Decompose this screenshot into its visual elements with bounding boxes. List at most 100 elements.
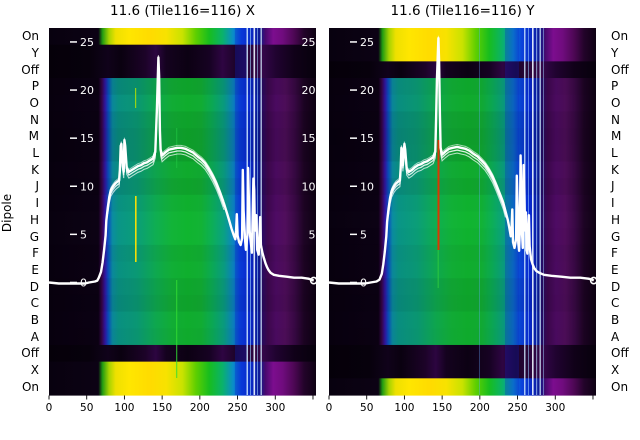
dipole-row-label-right: K <box>611 162 619 177</box>
dipole-row-label-left: C <box>30 296 39 311</box>
inner-tick-mark <box>70 233 77 236</box>
heatmap-row <box>49 244 316 263</box>
heatmap-panel-x: 25 20 15 10 5 0 25 20 15 10 5 0 50 100 150 200 250 300 <box>46 28 318 414</box>
inner-tick-mark <box>350 185 357 187</box>
dipole-row-label-left: E <box>31 262 39 277</box>
heatmap-row <box>329 328 596 346</box>
rfi-streak <box>543 28 544 395</box>
heatmap-row <box>49 361 316 379</box>
rfi-streak <box>135 196 137 262</box>
rfi-streak <box>539 28 541 395</box>
dipole-row-label-right: D <box>611 279 621 294</box>
inner-tick-mark <box>350 233 357 236</box>
heatmap-row <box>329 78 596 96</box>
dipole-row-label-right: Off <box>611 62 629 77</box>
dipole-row-label-left: I <box>35 196 39 211</box>
dipole-row-label-right: A <box>611 329 620 344</box>
rfi-streak <box>536 28 538 395</box>
rfi-streak <box>176 280 178 378</box>
inner-tick-mark <box>70 137 77 139</box>
panel-title-x: 11.6 (Tile116=116) X <box>110 3 255 19</box>
rfi-streak <box>528 28 529 395</box>
heatmap-row <box>49 44 316 62</box>
dipole-row-label-left: M <box>28 129 39 144</box>
heatmap-row-shade <box>329 161 596 179</box>
dipole-row-label-left: F <box>32 246 39 261</box>
heatmap-row-shade <box>329 328 596 346</box>
x-tick-label: 150 <box>432 402 452 414</box>
heatmap-panel-y: 25 20 15 10 5 0 0 50 100 150 200 250 300 <box>326 28 598 414</box>
heatmap-row-shade <box>49 195 316 212</box>
heatmap-row <box>49 294 316 313</box>
heatmap-row-shade <box>329 128 596 146</box>
heatmap-row <box>329 278 596 296</box>
heatmap-row <box>49 211 316 229</box>
dipole-row-label-left: K <box>31 162 39 177</box>
ghost-tick-label: 5 <box>309 228 316 241</box>
heatmap-row-shade <box>329 228 596 245</box>
dipole-row-label-right: H <box>611 212 621 227</box>
heatmap-row <box>329 44 596 62</box>
ghost-tick-label: 10 <box>302 180 316 193</box>
x-tick-label: 0 <box>326 402 333 414</box>
heatmap-row-shade <box>329 111 596 129</box>
heatmap-row-shade <box>49 311 316 329</box>
dipole-row-label-left: Y <box>31 46 39 61</box>
dipole-row-label-right: B <box>611 312 620 327</box>
inner-tick-label: 15 <box>360 132 374 145</box>
dipole-row-label-right: L <box>611 146 618 161</box>
dipole-row-label-left: D <box>29 279 39 294</box>
inner-tick-mark <box>350 137 357 139</box>
curve-end-marker <box>309 276 318 285</box>
heatmap-row <box>329 194 596 213</box>
inner-tick-mark <box>350 89 357 91</box>
x-tick-label: 300 <box>265 402 285 414</box>
inner-tick-label: 0 <box>360 277 367 290</box>
heatmap-row-shade <box>49 328 316 346</box>
inner-tick-mark <box>350 41 357 43</box>
dipole-row-label-right: F <box>611 246 618 261</box>
heatmap-row-shade <box>329 294 596 313</box>
inner-tick-mark <box>350 281 357 284</box>
heatmap-row <box>49 111 316 129</box>
x-tick-label: 0 <box>46 402 53 414</box>
x-tick-label: 150 <box>152 402 172 414</box>
x-tick-label: 50 <box>80 402 93 414</box>
ghost-tick-label: 20 <box>302 84 316 97</box>
heatmap-row-shade <box>329 144 596 163</box>
dipole-row-label-left: G <box>29 229 39 244</box>
heatmap-row <box>329 311 596 329</box>
x-tick-label: 250 <box>508 402 528 414</box>
x-tick-label: 300 <box>545 402 565 414</box>
dipole-row-label-right: E <box>611 262 619 277</box>
dipole-row-label-left: On <box>21 379 39 394</box>
heatmap-row <box>329 294 596 313</box>
heatmap-row <box>49 311 316 329</box>
rfi-streak <box>260 28 262 395</box>
heatmap-row-shade <box>49 94 316 113</box>
rfi-streak <box>257 28 258 395</box>
heatmap-row <box>49 78 316 96</box>
ghost-tick-label: 15 <box>302 132 316 145</box>
dipole-row-label-left: N <box>30 112 39 127</box>
heatmap-row <box>329 344 596 363</box>
dipole-row-label-right: Off <box>611 346 629 361</box>
x-tick-label: 100 <box>114 402 134 414</box>
heatmap-row <box>49 344 316 363</box>
heatmap-row <box>49 328 316 346</box>
curve-end-marker <box>589 276 598 285</box>
rfi-streak <box>235 28 247 395</box>
heatmap-row <box>49 28 316 46</box>
heatmap-row <box>329 144 596 163</box>
dipole-row-label-right: J <box>611 179 615 194</box>
dipole-row-label-right: X <box>611 362 620 377</box>
heatmap-row <box>329 161 596 179</box>
dipole-row-label-right: M <box>611 129 622 144</box>
heatmap-row <box>49 261 316 279</box>
dipole-row-label-right: O <box>611 96 621 111</box>
dipole-row-label-left: Off <box>21 62 39 77</box>
heatmap-row <box>49 228 316 246</box>
heatmap-row <box>329 211 596 229</box>
heatmap-row <box>49 278 316 296</box>
